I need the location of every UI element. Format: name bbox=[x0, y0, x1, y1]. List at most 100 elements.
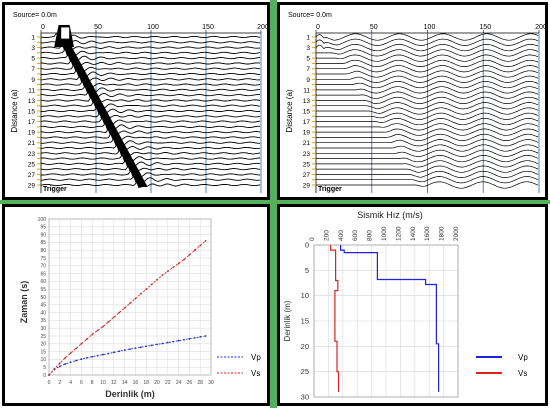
y-axis-label: Zaman (s) bbox=[19, 281, 29, 324]
y-tick-label: 9 bbox=[31, 77, 35, 84]
data-point-vp bbox=[96, 354, 99, 357]
chart-title: Sismik Hız (m/s) bbox=[357, 210, 423, 220]
seismic-trace bbox=[40, 101, 261, 109]
seismic-trace bbox=[316, 70, 539, 78]
data-point-vs bbox=[188, 253, 191, 256]
data-point-vp bbox=[91, 355, 94, 358]
series-line-vp bbox=[339, 245, 440, 392]
data-point-vs bbox=[91, 333, 94, 336]
data-point-vp bbox=[85, 356, 88, 359]
velocity-profile-chart: Sismik Hız (m/s)0 200 400 600 800 1000 1200 140… bbox=[283, 210, 528, 402]
plot-area bbox=[48, 218, 212, 376]
trace-wiggle-fill bbox=[87, 90, 99, 99]
data-point-vs bbox=[48, 374, 50, 376]
x-tick-label: 14 bbox=[122, 380, 128, 386]
y-tick-label: 85 bbox=[40, 240, 46, 246]
y-tick-label: 35 bbox=[40, 318, 46, 324]
x-tick-label: 30 bbox=[208, 380, 214, 386]
y-tick-label: 15 bbox=[303, 109, 311, 116]
y-tick-label: 23 bbox=[303, 151, 311, 158]
seismic-trace bbox=[315, 112, 539, 120]
legend-label-vs: Vs bbox=[518, 369, 527, 378]
trace-wiggle-fill bbox=[93, 101, 105, 109]
y-tick-label: 7 bbox=[31, 66, 35, 73]
seismic-trace bbox=[40, 48, 261, 57]
seismic-trace bbox=[315, 33, 539, 41]
y-tick-label: 21 bbox=[303, 140, 311, 147]
x-tick-label: 600 bbox=[352, 230, 359, 241]
seismic-trace bbox=[315, 44, 539, 52]
data-point-vs bbox=[96, 329, 99, 332]
seismic-trace bbox=[315, 54, 539, 62]
seismic-trace bbox=[315, 102, 539, 110]
data-point-vp bbox=[199, 336, 202, 338]
y-tick-label: 95 bbox=[40, 225, 46, 231]
x-tick-label: 2 bbox=[58, 380, 61, 386]
seismic-trace bbox=[40, 85, 261, 94]
x-tick-label: 0 bbox=[48, 380, 51, 386]
y-axis-label: Distance (a) bbox=[285, 89, 294, 132]
x-tick-label: 2000 bbox=[453, 226, 460, 241]
y-tick-label: 55 bbox=[40, 287, 46, 293]
y-tick-label: 9 bbox=[306, 77, 310, 84]
trace-wiggle-fill bbox=[116, 143, 128, 151]
seismic-trace bbox=[40, 43, 261, 50]
data-point-vp bbox=[139, 346, 142, 349]
data-point-vs bbox=[166, 270, 169, 273]
y-tick-label: 45 bbox=[40, 303, 46, 309]
data-point-vp bbox=[58, 365, 61, 368]
y-tick-label: 27 bbox=[303, 172, 311, 179]
trigger-label: Trigger bbox=[318, 186, 342, 193]
time-depth-chart-panel: 0 2 4 6 8 10 12 14 16 18 20 22 24 26 28 30 0 5 10 15 20 25 30 3… bbox=[2, 204, 270, 406]
data-point-vp bbox=[177, 339, 180, 342]
data-point-vs bbox=[129, 302, 131, 305]
trace-wiggle-fill bbox=[107, 127, 119, 136]
x-tick-label: 24 bbox=[176, 380, 182, 386]
trace-wiggle-fill bbox=[102, 117, 113, 125]
x-tick-label: 1800 bbox=[439, 226, 446, 241]
data-point-vp bbox=[150, 344, 153, 347]
divider-vertical bbox=[270, 0, 277, 408]
divider-horizontal bbox=[0, 200, 550, 204]
y-tick-label: 19 bbox=[28, 130, 36, 137]
data-point-vs bbox=[150, 283, 153, 286]
data-point-vp bbox=[102, 353, 104, 356]
seismogram-panel-right: Source= 0.0m 0 50 100 150 200 1 3 5 7 9 11 13 15 17 19 2… bbox=[277, 2, 548, 200]
seismic-trace bbox=[40, 165, 261, 172]
seismic-trace bbox=[40, 149, 261, 156]
y-tick-label: 13 bbox=[303, 98, 311, 105]
data-point-vp bbox=[64, 363, 67, 365]
data-point-vs bbox=[53, 367, 56, 370]
seismic-trace bbox=[315, 170, 539, 178]
x-tick-label: 1200 bbox=[395, 226, 402, 241]
y-tick-label: 20 bbox=[40, 342, 46, 348]
data-point-vp bbox=[204, 335, 207, 337]
x-tick-label: 1400 bbox=[410, 226, 417, 241]
legend-label-vp: Vp bbox=[518, 353, 528, 362]
plot-area bbox=[313, 244, 459, 398]
seismic-trace bbox=[316, 181, 539, 189]
seismic-trace bbox=[40, 117, 261, 125]
seismic-trace bbox=[40, 70, 261, 78]
trace-wiggle-fill bbox=[110, 132, 122, 141]
y-tick-label: 29 bbox=[28, 183, 36, 190]
data-point-vp bbox=[193, 336, 196, 339]
data-point-vp bbox=[134, 347, 137, 350]
data-point-vs bbox=[112, 316, 115, 319]
seismic-trace bbox=[315, 123, 539, 131]
trace-wiggle-fill bbox=[113, 138, 125, 146]
data-point-vs bbox=[58, 362, 61, 365]
series-line-vs bbox=[329, 245, 340, 392]
y-tick-label: 100 bbox=[38, 217, 47, 223]
legend-label-vp: Vp bbox=[251, 353, 261, 362]
seismic-trace bbox=[316, 144, 539, 152]
y-tick-label: 29 bbox=[303, 183, 311, 190]
seismic-trace bbox=[40, 133, 261, 141]
velocity-profile-panel: Sismik Hız (m/s) 0 200 400 600 800 1000 1200 140… bbox=[277, 204, 548, 406]
y-tick-label: 15 bbox=[301, 317, 309, 326]
trace-wiggle-fill bbox=[127, 164, 139, 173]
seismic-trace bbox=[40, 75, 261, 82]
y-tick-label: 65 bbox=[40, 271, 46, 277]
y-tick-label: 25 bbox=[301, 367, 309, 376]
data-point-vs bbox=[69, 352, 72, 355]
